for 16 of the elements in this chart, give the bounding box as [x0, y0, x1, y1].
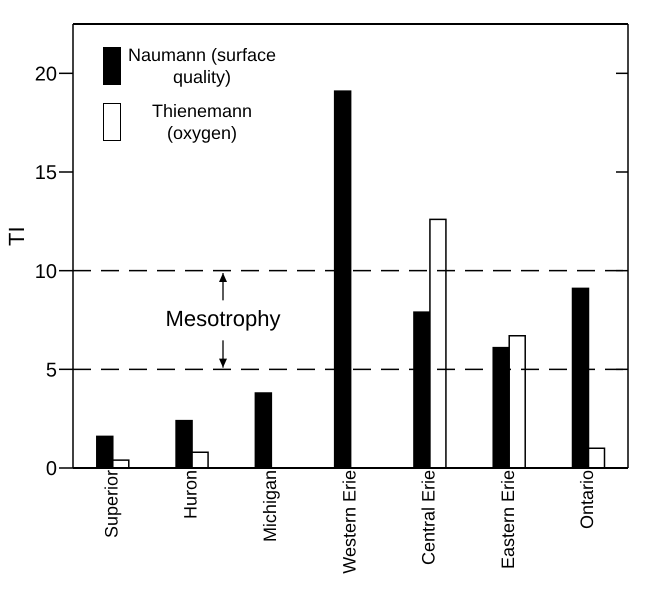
x-tick-label: Michigan: [260, 470, 280, 542]
legend-label: Thienemann (oxygen): [150, 100, 254, 144]
x-tick-label: Western Erie: [339, 470, 360, 574]
y-tick-label: 0: [46, 458, 57, 480]
annotation: Mesotrophy: [164, 306, 282, 332]
x-tick-label: Superior: [101, 470, 122, 538]
y-axis-title: TI: [4, 226, 29, 246]
x-tick-label: Eastern Erie: [498, 470, 518, 570]
y-tick-label: 5: [46, 359, 57, 382]
y-tick-label: 20: [34, 63, 57, 86]
x-tick-label: Huron: [180, 470, 201, 520]
legend-label: Naumann (surface quality): [127, 44, 277, 88]
x-tick-label: Ontario: [577, 470, 598, 530]
y-tick-label: 10: [34, 260, 57, 283]
x-tick-label: Central Erie: [418, 470, 439, 566]
y-tick-label: 15: [34, 162, 57, 184]
